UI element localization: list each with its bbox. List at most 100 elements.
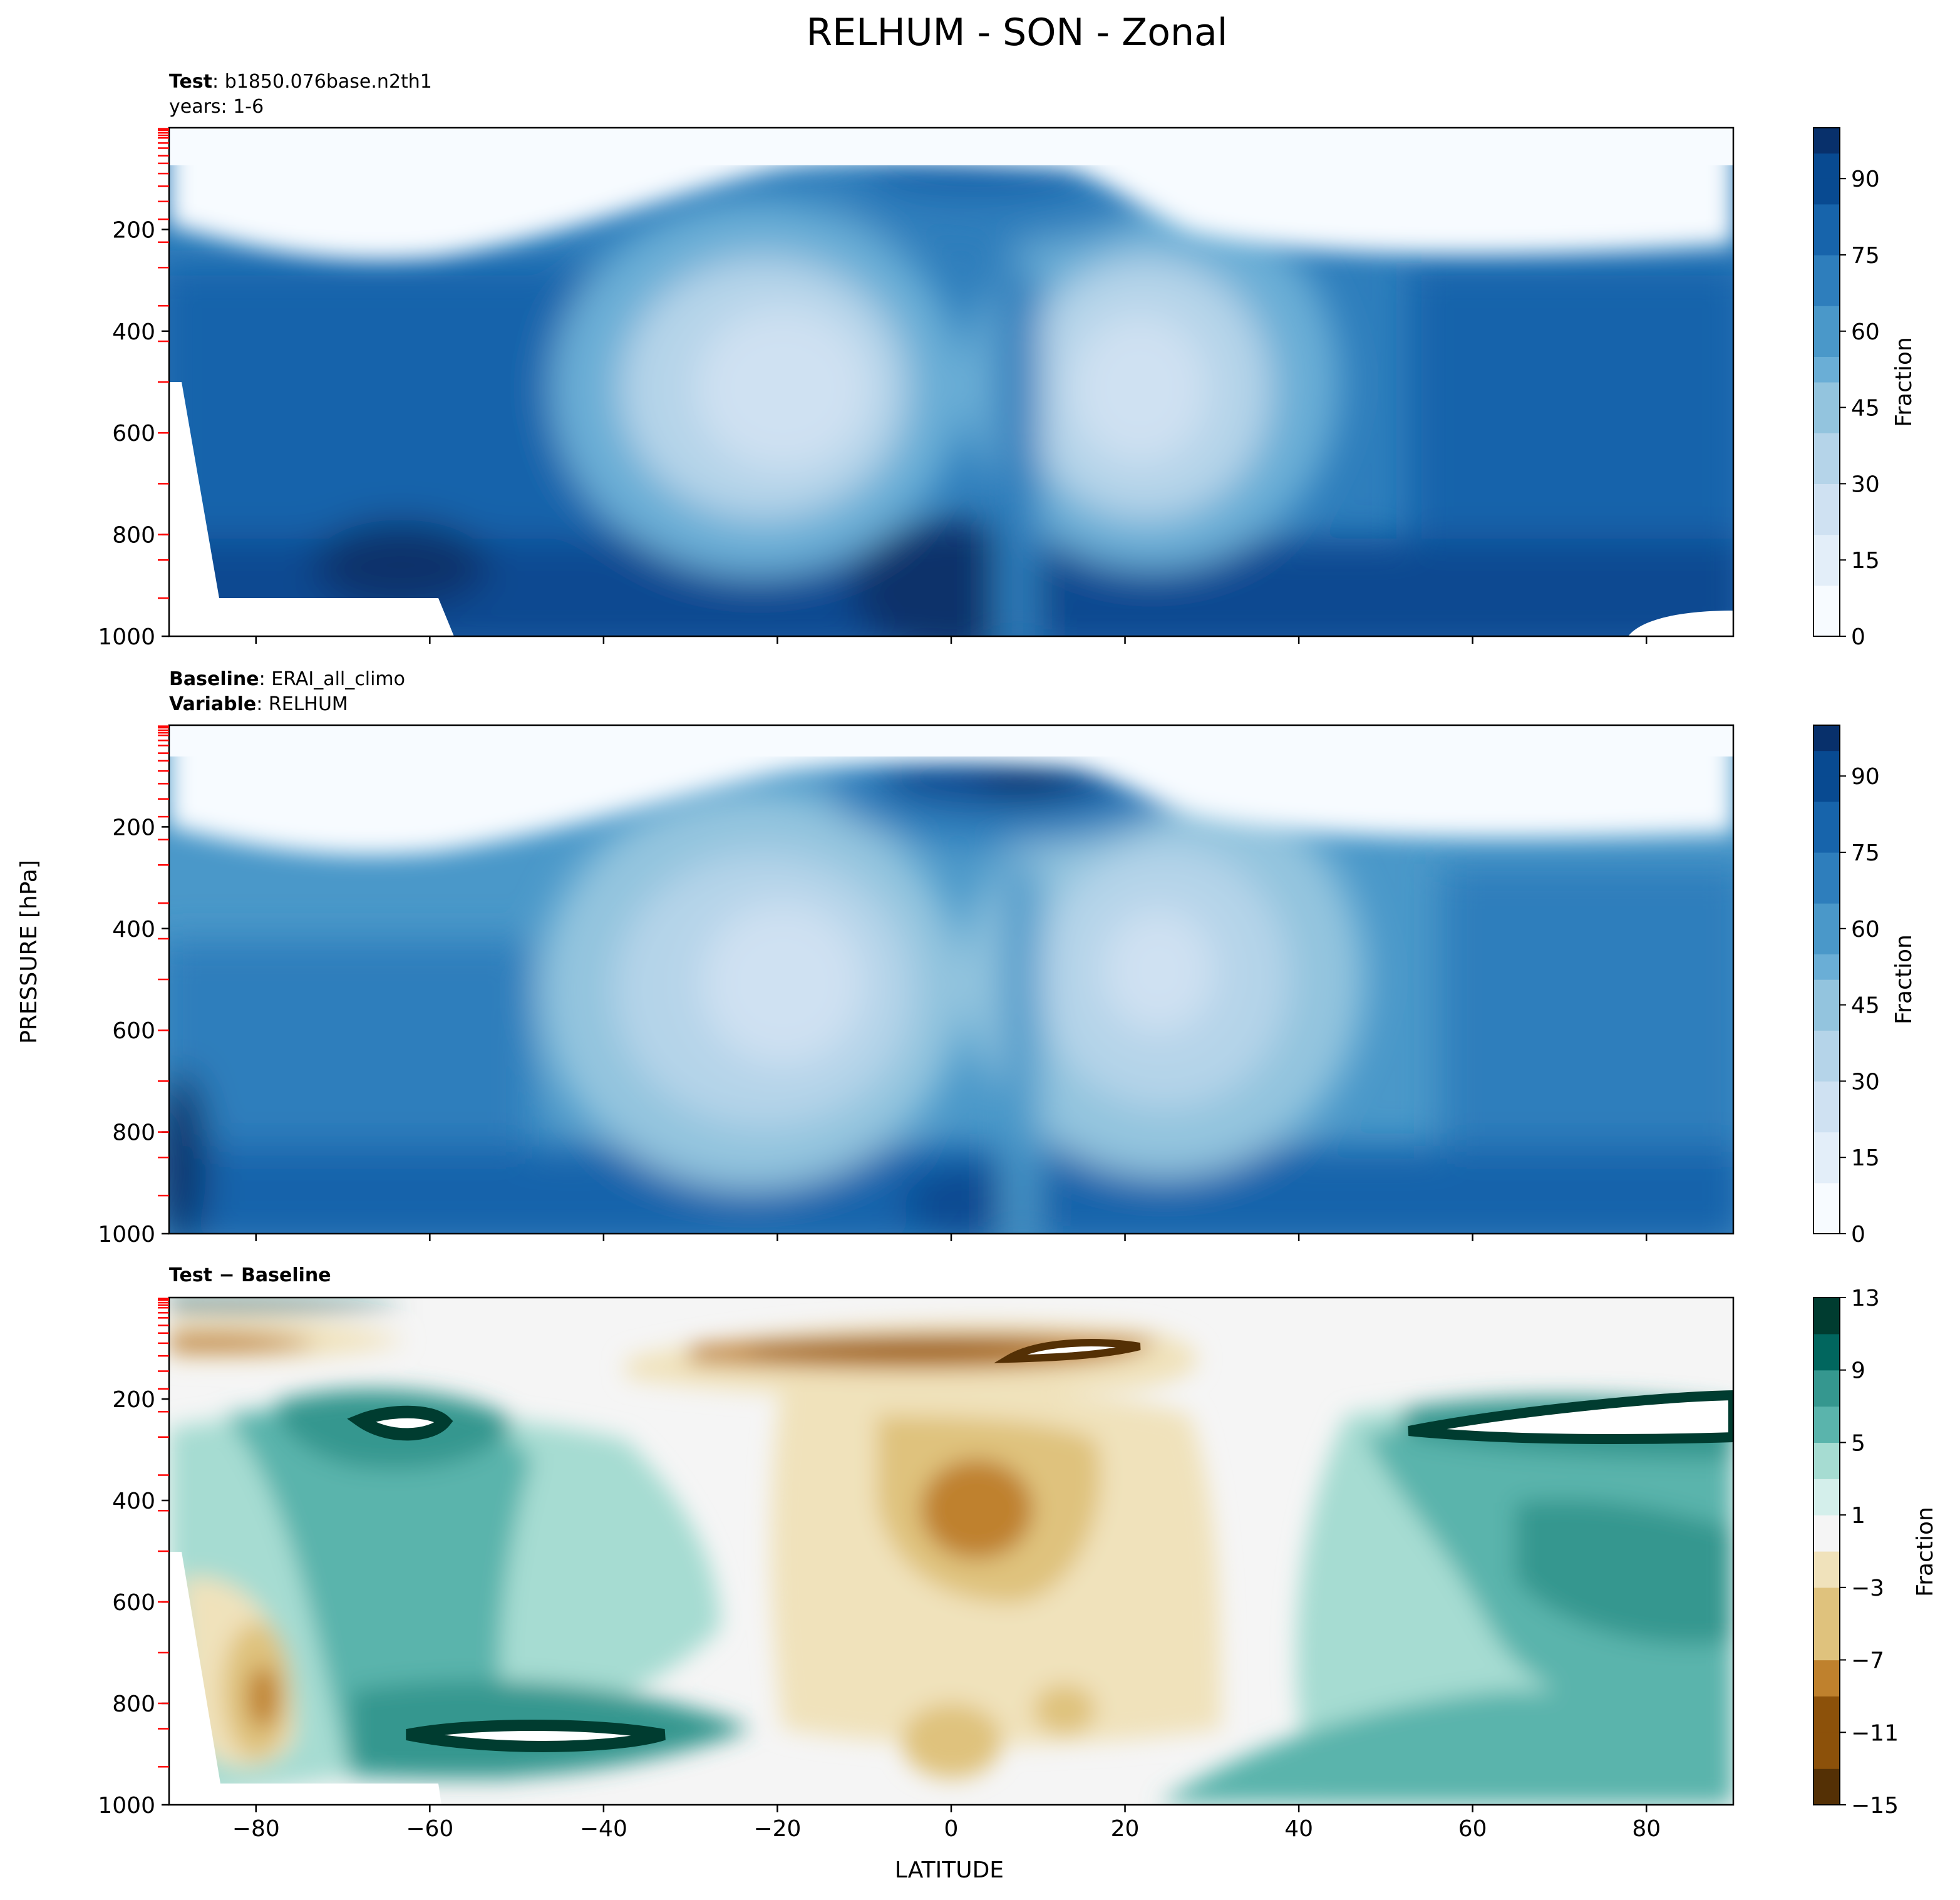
colorbar-swatch [1813,877,1840,904]
y-tick-label: 800 [112,523,155,549]
colorbar-swatch [1813,1587,1840,1624]
panel-test-label-2: years: 1-6 [169,96,264,118]
colorbar-swatch [1813,585,1840,611]
colorbar-tick-label: 0 [1851,624,1865,650]
colorbar-tick-label: 90 [1851,764,1880,790]
panel-baseline-label-value: ERAI_all_climo [271,668,405,690]
colorbar-tick-label: 75 [1851,243,1880,269]
colorbar-baseline: 0 15 30 45 60 75 90 [1813,725,1880,1247]
colorbar-swatch [1813,128,1840,154]
colorbar-tick-label: 75 [1851,840,1880,866]
colorbar-tick-label: 13 [1851,1286,1880,1311]
colorbar-swatch [1813,801,1840,827]
panel-difference-y-ticks: 200 400 600 800 1000 [98,1387,169,1819]
colorbar-swatch [1813,979,1840,1006]
x-tick-label: −60 [406,1816,453,1842]
y-tick-label: 400 [112,917,155,942]
colorbar-tick-label: 0 [1851,1222,1865,1247]
difference-contour-field [169,1298,1733,1805]
colorbar-swatch [1813,1107,1840,1133]
panel-baseline-model-level-ticks [158,725,169,1197]
colorbar-swatch [1813,903,1840,929]
colorbar-tick-label: 1 [1851,1503,1865,1529]
colorbar-tick-label: 30 [1851,1069,1880,1095]
colorbar-swatch [1813,1660,1840,1697]
colorbar-swatch [1813,534,1840,560]
panel-baseline: Baseline: ERAI_all_climo Variable: RELHU… [98,668,1735,1247]
y-tick-label: 600 [112,421,155,447]
panel-difference-model-level-ticks [158,1298,169,1768]
colorbar-swatch [1813,1182,1840,1209]
colorbar-swatch [1813,611,1840,637]
panel-test-x-ticks [255,636,1648,644]
colorbar-swatch [1813,1333,1840,1371]
colorbar-swatch [1813,1081,1840,1107]
colorbar-tick-label: 5 [1851,1430,1865,1456]
colorbar-tick-label: −11 [1851,1720,1899,1746]
x-tick-label: 0 [944,1816,959,1842]
colorbar-tick-label: 60 [1851,319,1880,345]
colorbar-swatch [1813,1208,1840,1234]
colorbar-tick-label: 90 [1851,167,1880,192]
colorbar-swatch [1813,1298,1840,1335]
y-tick-label: 200 [112,815,155,840]
colorbar-swatch [1813,1442,1840,1479]
y-tick-label: 400 [112,1489,155,1514]
colorbar-test: 0 15 30 45 60 75 90 [1813,127,1880,650]
panel-baseline-label-key: Baseline [169,668,259,690]
y-tick-label: 1000 [98,1222,155,1247]
colorbar-swatch [1813,776,1840,802]
panel-test: Test: b1850.076base.n2th1 years: 1-6 [98,71,1735,650]
colorbar-tick-label: −3 [1851,1576,1884,1601]
colorbar-swatch [1813,1055,1840,1082]
colorbar-swatch [1813,750,1840,777]
colorbar-swatch [1813,178,1840,205]
panel-baseline-label-sep: : [259,668,272,690]
colorbar-tick-label: 45 [1851,993,1880,1019]
x-tick-label: 40 [1284,1816,1313,1842]
y-tick-label: 800 [112,1120,155,1146]
colorbar-frame [1813,1297,1840,1805]
panel-test-label-key: Test [169,71,212,93]
colorbar-tick-label: 15 [1851,548,1880,574]
colorbar-swatch [1813,1515,1840,1552]
colorbar-difference: −15 −11 −7 −3 1 5 9 13 [1813,1286,1899,1819]
colorbar-swatch [1813,1479,1840,1515]
colorbar-swatch [1813,827,1840,853]
colorbar-swatch [1813,229,1840,256]
panel-baseline-label-1: Baseline: ERAI_all_climo [169,668,405,690]
y-tick-label: 200 [112,217,155,243]
panel-difference: Test − Baseline [98,1264,1735,1842]
colorbar-tick-label: 30 [1851,472,1880,497]
y-tick-label: 800 [112,1691,155,1717]
colorbar-tick-label: 60 [1851,917,1880,942]
colorbar-swatch [1813,928,1840,954]
colorbar-difference-label: Fraction [1912,1507,1938,1597]
x-tick-label: −20 [753,1816,801,1842]
colorbar-swatch [1813,153,1840,179]
colorbar-swatch [1813,1157,1840,1184]
colorbar-tick-label: −7 [1851,1648,1884,1674]
y-axis-label: PRESSURE [hPa] [16,860,42,1044]
y-tick-label: 1000 [98,1793,155,1819]
x-tick-label: −40 [580,1816,627,1842]
y-tick-label: 600 [112,1590,155,1616]
colorbar-swatch [1813,1551,1840,1588]
colorbar-swatch [1813,1696,1840,1733]
colorbar-swatch [1813,356,1840,383]
colorbar-swatch [1813,1623,1840,1661]
panel-variable-label-sep: : [256,693,269,715]
y-tick-label: 200 [112,1387,155,1413]
colorbar-swatch [1813,954,1840,980]
panel-baseline-x-ticks [255,1234,1648,1241]
colorbar-swatch [1813,483,1840,510]
x-tick-label: −80 [232,1816,280,1842]
colorbar-swatch [1813,1370,1840,1407]
panel-baseline-label-2: Variable: RELHUM [169,693,348,715]
panel-difference-x-ticks: −80 −60 −40 −20 0 20 40 60 80 [232,1805,1661,1842]
panel-variable-label-key: Variable [169,693,256,715]
colorbar-swatch [1813,509,1840,535]
panel-test-label-value: b1850.076base.n2th1 [225,71,432,93]
x-tick-label: 80 [1632,1816,1661,1842]
